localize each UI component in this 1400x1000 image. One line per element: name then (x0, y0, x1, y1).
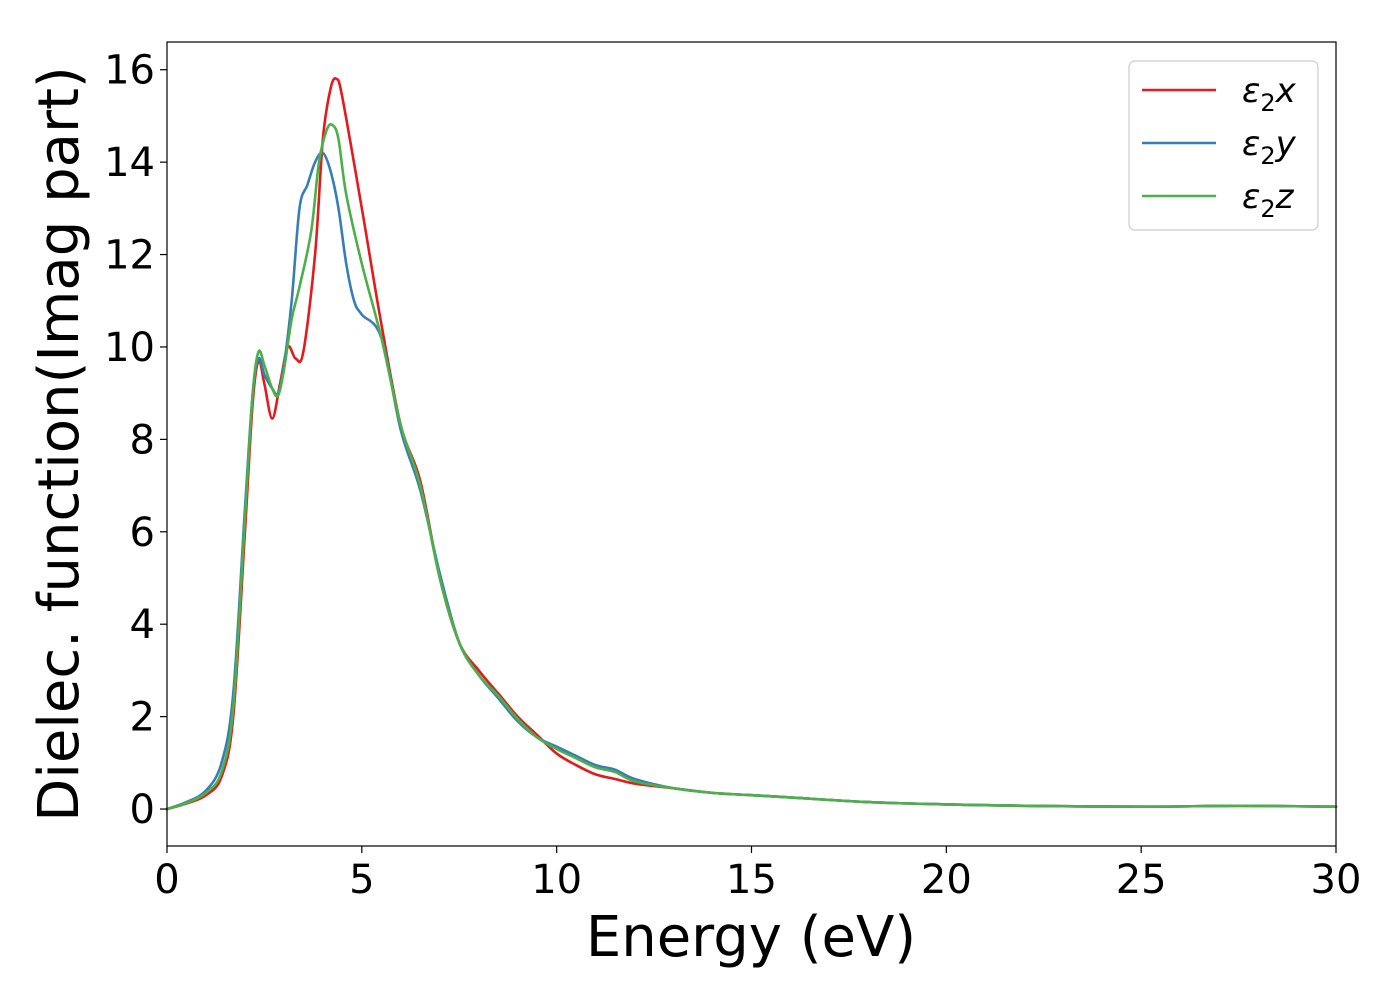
legend-label-base: ε (1242, 177, 1260, 217)
x-tick-label: 20 (921, 857, 972, 903)
legend-label-suffix: x (1275, 71, 1297, 111)
x-tick-label: 5 (349, 857, 374, 903)
legend-label-subscript: 2 (1260, 195, 1275, 223)
legend-label-z: ε2z (1242, 177, 1295, 223)
legend-label-suffix: z (1275, 177, 1295, 217)
legend-label-x: ε2x (1242, 71, 1297, 117)
y-tick-label: 10 (104, 325, 155, 371)
legend-label-base: ε (1242, 71, 1260, 111)
y-tick-label: 12 (104, 233, 155, 279)
legend-label-suffix: y (1275, 124, 1297, 164)
x-axis-label: Energy (eV) (586, 905, 916, 970)
series-line-y (165, 151, 1338, 811)
legend-label-base: ε (1242, 124, 1260, 164)
y-axis-label: Dielec. function(Imag part) (27, 66, 92, 822)
x-tick-label: 30 (1311, 857, 1362, 903)
x-tick-label: 25 (1116, 857, 1167, 903)
x-tick-label: 0 (154, 857, 179, 903)
x-tick-label: 10 (531, 857, 582, 903)
legend-label-subscript: 2 (1260, 142, 1275, 170)
y-tick-label: 8 (130, 417, 155, 463)
y-tick-label: 16 (104, 48, 155, 94)
y-tick-label: 2 (130, 695, 155, 741)
y-tick-label: 4 (130, 602, 155, 648)
legend-box (1128, 60, 1319, 231)
legend-label-y: ε2y (1242, 124, 1297, 170)
x-tick-label: 15 (726, 857, 777, 903)
y-tick-label: 6 (130, 510, 155, 556)
series-layer (165, 77, 1338, 811)
x-axis: 0 5 10 15 20 25 30 (154, 846, 1361, 903)
y-axis: 0 2 4 6 8 10 12 14 16 (104, 48, 167, 833)
series-line-z (165, 123, 1338, 811)
legend-label-subscript: 2 (1260, 89, 1275, 117)
y-tick-label: 14 (104, 140, 155, 186)
y-tick-label: 0 (130, 787, 155, 833)
